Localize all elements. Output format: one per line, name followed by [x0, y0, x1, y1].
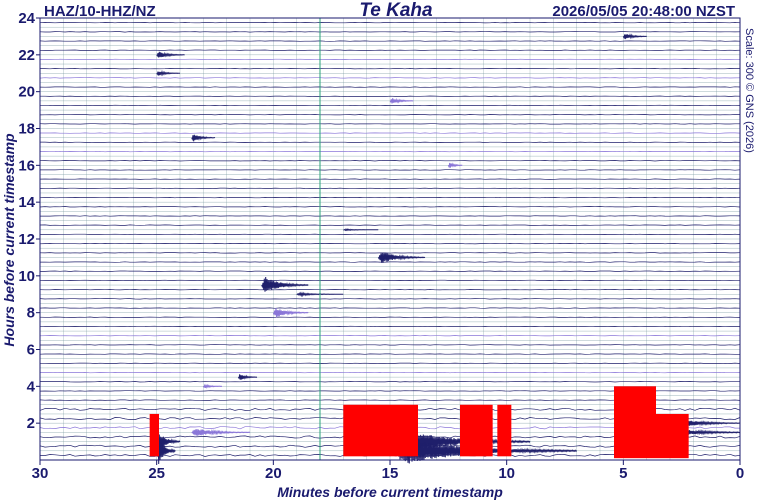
seismic-event: [237, 374, 258, 380]
trace-line: [39, 22, 741, 24]
x-axis-label: Minutes before current timestamp: [277, 484, 503, 500]
y-tick-label: 12: [18, 231, 35, 248]
trace-line: [39, 187, 741, 189]
x-tick-label: 25: [148, 465, 165, 482]
trace-line: [39, 335, 741, 337]
x-tick-label: 5: [619, 465, 627, 482]
plot-timestamp: 2026/05/05 20:48:00 NZST: [552, 3, 735, 20]
y-tick-label: 14: [18, 194, 35, 211]
x-tick-label: 15: [382, 465, 399, 482]
trace-line: [40, 270, 741, 272]
y-axis-label: Hours before current timestamp: [1, 133, 17, 347]
seismic-event: [156, 433, 181, 452]
trace-line: [39, 150, 741, 153]
seismic-event: [156, 51, 185, 58]
y-tick-label: 8: [27, 305, 35, 322]
trace-line: [39, 381, 740, 383]
trace-line: [39, 224, 741, 226]
x-tick-label: 30: [32, 465, 49, 482]
trace-line: [40, 95, 741, 97]
chart-title: Te Kaha: [359, 0, 433, 21]
trace-line: [39, 77, 741, 79]
trace-line: [39, 233, 741, 235]
seismic-event: [272, 307, 309, 318]
y-tick-label: 20: [18, 84, 35, 101]
trace-line: [40, 132, 741, 134]
trace-line: [39, 298, 741, 300]
y-tick-label: 16: [18, 157, 35, 174]
x-tick-label: 0: [736, 465, 744, 482]
clipped-regions: [149, 386, 689, 459]
y-tick-label: 24: [18, 10, 35, 27]
seismic-event: [343, 228, 379, 232]
trace-line: [39, 104, 741, 107]
trace-line: [39, 206, 741, 208]
trace-line: [40, 141, 741, 143]
seismic-event: [261, 276, 309, 292]
trace-line: [39, 243, 741, 245]
trace-line: [39, 40, 741, 42]
seismic-event: [191, 428, 251, 436]
trace-line: [39, 307, 741, 309]
trace-line: [40, 362, 741, 364]
trace-line: [40, 215, 741, 217]
clipped-region: [497, 404, 512, 457]
trace-line: [40, 169, 741, 171]
seismic-event: [377, 252, 426, 263]
clipped-region: [343, 404, 418, 457]
x-axis-ticks: 30 25 20 15 10 5 0: [32, 460, 744, 482]
trace-line: [40, 261, 741, 263]
y-tick-label: 4: [27, 378, 36, 395]
y-tick-label: 18: [18, 121, 35, 138]
trace-line: [39, 86, 741, 88]
clipped-region: [149, 413, 159, 457]
y-tick-label: 6: [27, 342, 35, 359]
trace-line: [39, 49, 741, 51]
scale-note: Scale: 300 © GNS (2026): [743, 28, 755, 153]
trace-line: [39, 289, 741, 291]
trace-line: [39, 371, 741, 374]
seismic-event: [156, 69, 181, 77]
trace-line: [40, 68, 741, 70]
trace-line: [40, 344, 741, 346]
trace-line: [39, 196, 741, 199]
trace-line: [39, 279, 740, 282]
trace-line: [39, 160, 741, 162]
trace-line: [39, 316, 741, 318]
seismic-event: [156, 436, 176, 465]
seismic-event: [447, 162, 463, 169]
clipped-region: [460, 404, 493, 457]
y-tick-label: 10: [18, 268, 35, 285]
seismic-event: [389, 97, 414, 104]
seismic-event: [202, 383, 223, 389]
y-tick-label: 22: [18, 47, 35, 64]
clipped-region: [614, 386, 656, 459]
seismic-event: [191, 134, 216, 142]
trace-line: [39, 178, 741, 180]
trace-line: [40, 58, 740, 61]
trace-line: [39, 325, 740, 328]
trace-line: [39, 252, 741, 254]
y-tick-label: 2: [27, 415, 35, 432]
seismic-event: [622, 33, 647, 40]
x-tick-label: 20: [265, 465, 282, 482]
station-code: HAZ/10-HHZ/NZ: [44, 3, 156, 20]
x-tick-label: 10: [498, 465, 515, 482]
clipped-region: [656, 413, 689, 459]
